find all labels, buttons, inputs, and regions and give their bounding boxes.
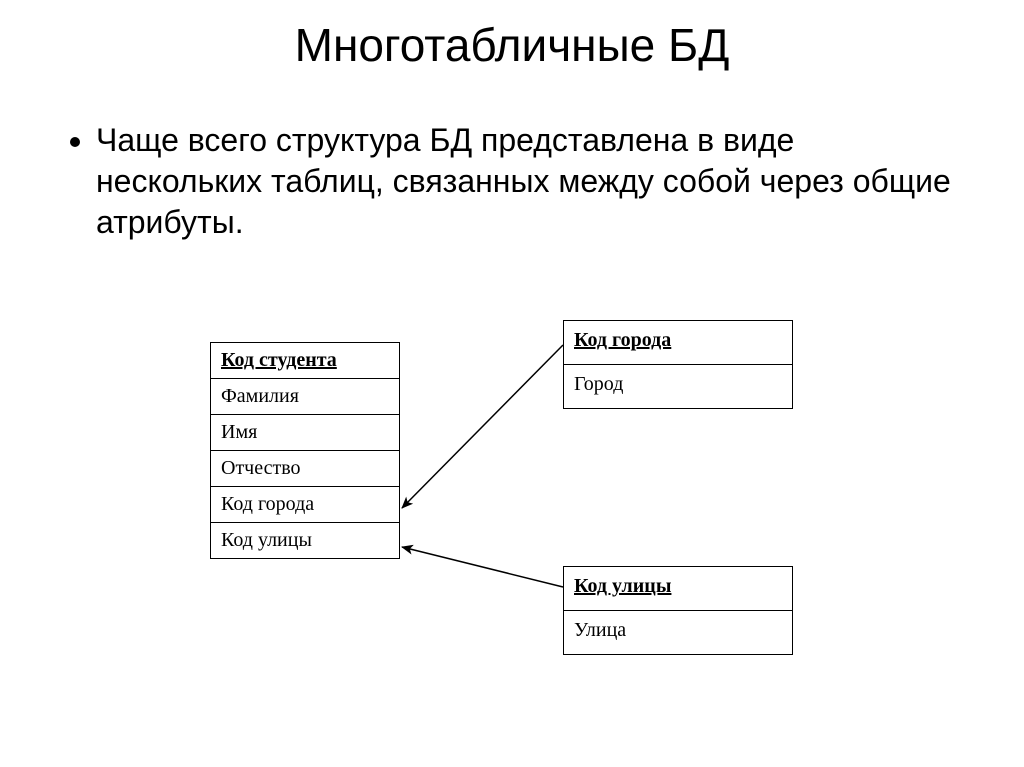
entity-city: Код города Город: [563, 320, 793, 409]
er-diagram: Код студента Фамилия Имя Отчество Код го…: [0, 0, 1024, 767]
entity-city-header: Код города: [564, 321, 792, 364]
entity-student-header: Код студента: [211, 343, 399, 378]
entity-street-header: Код улицы: [564, 567, 792, 610]
entity-student-row: Фамилия: [211, 378, 399, 414]
entity-student-row: Код города: [211, 486, 399, 522]
entity-student: Код студента Фамилия Имя Отчество Код го…: [210, 342, 400, 559]
edge-street-to-student: [402, 547, 563, 587]
entity-city-row: Город: [564, 364, 792, 408]
entity-student-row: Имя: [211, 414, 399, 450]
relationship-arrows: [0, 0, 1024, 767]
entity-street-row: Улица: [564, 610, 792, 654]
entity-street: Код улицы Улица: [563, 566, 793, 655]
entity-student-row: Отчество: [211, 450, 399, 486]
edge-city-to-student: [402, 345, 563, 508]
entity-student-row: Код улицы: [211, 522, 399, 558]
